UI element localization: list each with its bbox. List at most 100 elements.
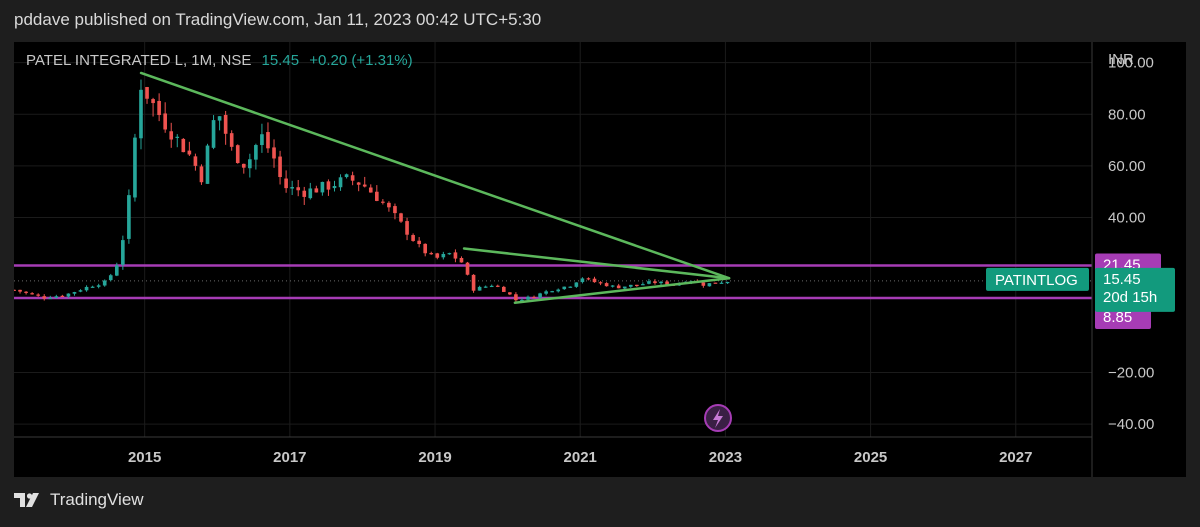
candle-body <box>60 295 65 298</box>
candle-body <box>175 136 180 138</box>
x-tick-label: 2015 <box>128 449 161 466</box>
candle-body <box>707 283 712 287</box>
candle-body <box>14 289 16 291</box>
candle-body <box>538 293 542 298</box>
candle-body <box>296 187 301 191</box>
candle-body <box>665 281 669 285</box>
candle-body <box>18 289 22 292</box>
candle-body <box>399 213 403 222</box>
candle-body <box>495 285 500 287</box>
trendline <box>139 71 731 280</box>
candle-body <box>465 262 470 275</box>
candle-body <box>78 290 83 292</box>
candle-body <box>133 137 137 198</box>
x-tick-label: 2021 <box>564 449 597 466</box>
candle-body <box>622 286 627 289</box>
price-badge-bg <box>1095 267 1175 312</box>
candle-body <box>514 294 518 301</box>
candle-body <box>489 285 494 288</box>
lightning-icon <box>704 404 732 432</box>
candle-body <box>48 297 53 300</box>
candle-body <box>102 280 107 286</box>
candle-body <box>508 292 512 295</box>
candle-body <box>254 145 258 160</box>
candle-body <box>393 206 397 214</box>
price-change: +0.20 (+1.31%) <box>309 52 413 69</box>
candle-body <box>320 181 325 193</box>
last-price: 15.45 <box>261 52 300 69</box>
candle-body <box>302 190 307 197</box>
candle-body <box>278 156 282 178</box>
candle-body <box>229 133 234 147</box>
candle-body <box>568 286 573 288</box>
candle-body <box>235 145 240 164</box>
candle-body <box>423 243 428 254</box>
symbol-legend: PATEL INTEGRATED L, 1M, NSE 15.45 +0.20 … <box>26 52 413 69</box>
candle-body <box>30 293 34 295</box>
candle-body <box>260 134 264 146</box>
candle-body <box>532 296 536 299</box>
candle-body <box>90 286 95 288</box>
candle-body <box>520 299 524 302</box>
candle-body <box>344 174 349 178</box>
candle-body <box>332 186 337 189</box>
candle-body <box>725 281 730 284</box>
candle-body <box>121 240 125 265</box>
candle-body <box>483 286 488 288</box>
candle-body <box>72 292 77 294</box>
candle-body <box>36 294 41 296</box>
candle-body <box>435 253 440 258</box>
candle-body <box>356 182 361 185</box>
candle-body <box>453 252 458 259</box>
candle-body <box>66 293 71 297</box>
candle-body <box>429 253 434 255</box>
candle-body <box>417 240 421 245</box>
candle-body <box>96 285 101 287</box>
currency-label: INR <box>1108 51 1134 68</box>
x-tick-label: 2025 <box>854 449 887 466</box>
candle-body <box>387 202 391 208</box>
grid <box>14 42 1092 437</box>
candle-body <box>308 188 313 199</box>
horizontal-levels <box>14 264 1092 300</box>
candle-body <box>616 285 621 289</box>
x-tick-label: 2017 <box>273 449 306 466</box>
candle-body <box>54 296 59 298</box>
candle-body <box>114 265 119 276</box>
candle-body <box>604 283 609 287</box>
x-tick-label: 2027 <box>999 449 1032 466</box>
candle-body <box>169 131 174 140</box>
candle-body <box>163 113 167 130</box>
y-tick-label: −20.00 <box>1108 364 1154 381</box>
candle-body <box>580 278 585 283</box>
price-chart[interactable]: 100.00 80.00 60.00 40.00 −20.00 −40.00 2015 201… <box>14 42 1186 477</box>
candle-body <box>326 181 331 190</box>
candle-body <box>441 254 446 258</box>
candle-body <box>151 99 155 104</box>
candle-body <box>592 278 597 283</box>
candle-body <box>217 116 222 121</box>
tradingview-logo-icon <box>14 493 39 507</box>
axes: 100.00 80.00 60.00 40.00 −20.00 −40.00 2015 201… <box>14 42 1154 477</box>
candle-body <box>187 150 192 155</box>
candle-body <box>701 282 706 286</box>
symbol-tag: PATINTLOG <box>986 267 1089 291</box>
candle-body <box>223 114 228 134</box>
trendline <box>462 247 731 280</box>
candle-body <box>556 289 561 292</box>
candle-body <box>24 291 28 293</box>
candle-body <box>471 274 476 291</box>
y-tick-label: 80.00 <box>1108 106 1146 123</box>
candle-body <box>635 284 639 287</box>
candle-body <box>447 253 452 255</box>
chart-panel[interactable]: 100.00 80.00 60.00 40.00 −20.00 −40.00 2015 201… <box>14 42 1186 477</box>
symbol-tag-bg <box>986 267 1089 291</box>
footer: TradingView <box>14 490 144 510</box>
candle-body <box>42 296 47 299</box>
candle-body <box>211 120 216 148</box>
x-tick-label: 2019 <box>418 449 451 466</box>
footer-brand: TradingView <box>50 490 144 509</box>
candle-body <box>145 87 149 99</box>
